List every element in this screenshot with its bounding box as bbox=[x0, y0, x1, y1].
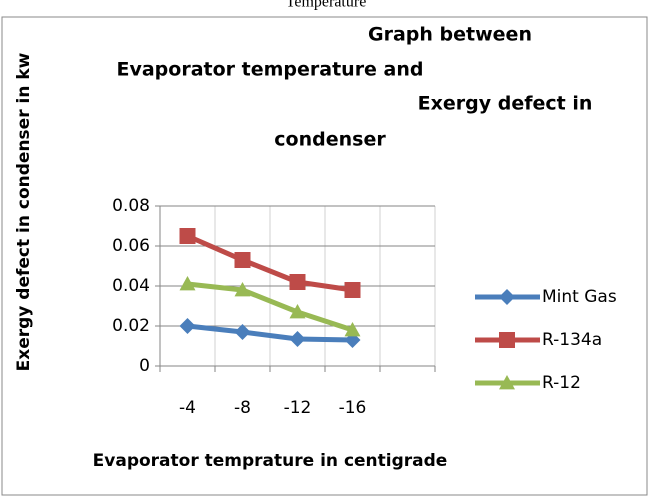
legend-label: R-134a bbox=[542, 330, 602, 350]
series-line bbox=[187, 323, 353, 343]
data-point bbox=[289, 304, 306, 319]
legend-label: Mint Gas bbox=[542, 287, 617, 307]
chart-border bbox=[1, 16, 648, 496]
data-point bbox=[234, 324, 251, 340]
chart-title: Evaporator temperature and bbox=[116, 59, 423, 81]
data-point bbox=[289, 331, 306, 347]
x-tick-label: -4 bbox=[179, 398, 196, 418]
y-tick-label: 0.06 bbox=[112, 236, 150, 256]
x-axis-label: Evaporator temprature in centigrade bbox=[93, 451, 448, 471]
data-point bbox=[179, 318, 196, 334]
data-point bbox=[234, 282, 251, 297]
x-tick-label: -16 bbox=[339, 398, 367, 418]
chart-title: Graph between bbox=[368, 24, 532, 46]
y-tick-label: 0.08 bbox=[112, 196, 150, 216]
x-tick-label: -8 bbox=[234, 398, 251, 418]
data-point bbox=[234, 252, 251, 268]
y-tick-label: 0 bbox=[139, 356, 150, 376]
x-tick-label: -12 bbox=[284, 398, 312, 418]
data-point bbox=[179, 276, 196, 291]
legend-label: R-12 bbox=[542, 373, 581, 393]
chart-title: Exergy defect in bbox=[418, 93, 593, 115]
data-point bbox=[344, 322, 361, 337]
data-point bbox=[179, 228, 196, 244]
y-tick-label: 0.02 bbox=[112, 316, 150, 336]
y-tick-label: 0.04 bbox=[112, 276, 150, 296]
data-point bbox=[344, 282, 361, 298]
legend-marker bbox=[499, 375, 515, 390]
data-point bbox=[289, 274, 306, 290]
series-line bbox=[187, 281, 354, 333]
y-axis-label: Exergy defect in condenser in kw bbox=[14, 52, 34, 371]
legend-marker bbox=[499, 289, 515, 305]
chart-title: condenser bbox=[274, 129, 386, 151]
series-line bbox=[186, 233, 353, 293]
legend-marker bbox=[499, 332, 515, 348]
caption: Temperature bbox=[286, 0, 367, 11]
